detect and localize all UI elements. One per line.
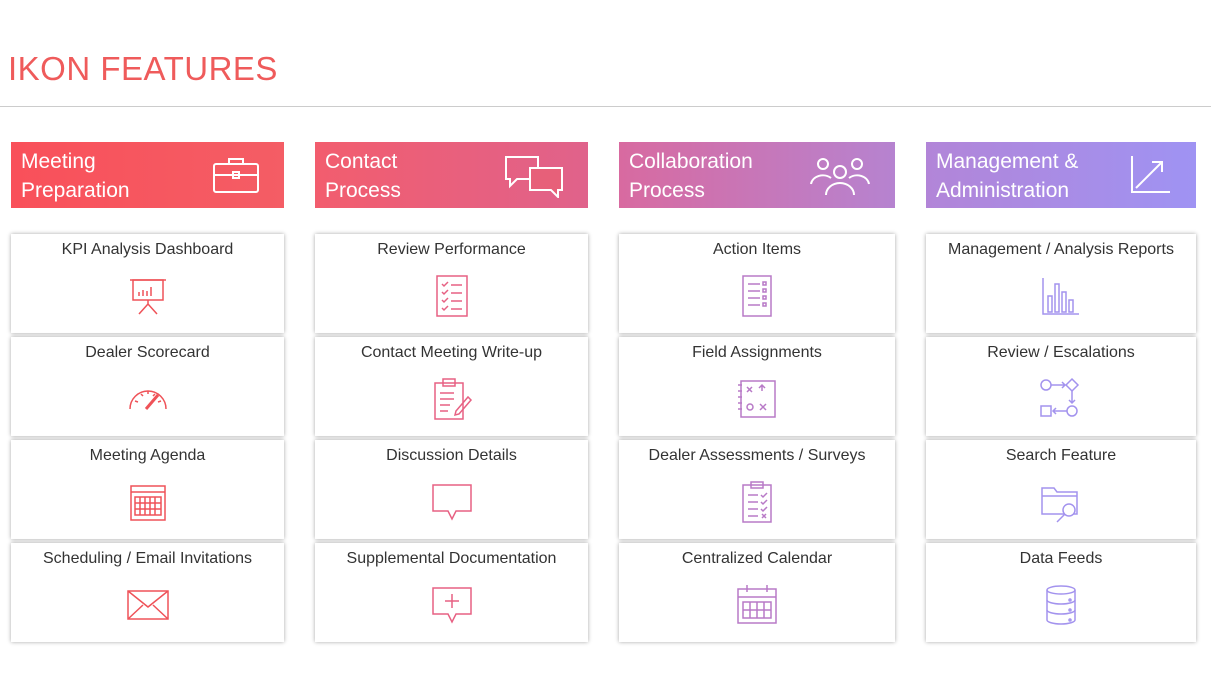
feature-card[interactable]: Supplemental Documentation: [315, 543, 588, 642]
column-header-label: Collaboration Process: [629, 150, 753, 202]
feature-label: Review Performance: [377, 241, 526, 258]
add-comment-icon: [430, 583, 474, 627]
speech-bubble-icon: [430, 480, 474, 524]
feature-label: Search Feature: [1005, 447, 1117, 464]
feature-label: Centralized Calendar: [681, 550, 833, 567]
feature-card[interactable]: Dealer Scorecard: [11, 337, 284, 436]
people-group-icon: [810, 154, 871, 196]
column-header-label: Contact Process: [325, 150, 401, 202]
calendar-icon: [735, 583, 779, 627]
page-title: IKON FEATURES: [8, 50, 278, 87]
column-header-label: Meeting Preparation: [21, 150, 130, 202]
feature-card[interactable]: Contact Meeting Write-up: [315, 337, 588, 436]
feature-card[interactable]: Meeting Agenda: [11, 440, 284, 539]
clipboard-pen-icon: [430, 377, 474, 421]
feature-label: Meeting Agenda: [89, 447, 206, 464]
column-collaboration-process: Collaboration Process Action Items: [619, 142, 895, 642]
feature-card[interactable]: Field Assignments: [619, 337, 895, 436]
column-header[interactable]: Management & Administration: [926, 142, 1196, 208]
chat-bubbles-icon: [505, 154, 564, 198]
feature-card[interactable]: Discussion Details: [315, 440, 588, 539]
workflow-icon: [1039, 377, 1083, 421]
feature-label: Supplemental Documentation: [346, 550, 557, 567]
trend-arrow-icon: [1124, 154, 1172, 196]
feature-card[interactable]: Data Feeds: [926, 543, 1196, 642]
feature-card[interactable]: Review Performance: [315, 234, 588, 333]
feature-card[interactable]: Search Feature: [926, 440, 1196, 539]
feature-card[interactable]: Dealer Assessments / Surveys: [619, 440, 895, 539]
feature-label: Discussion Details: [386, 447, 517, 464]
feature-label: Field Assignments: [692, 344, 822, 361]
column-header[interactable]: Contact Process: [315, 142, 588, 208]
folder-search-icon: [1039, 480, 1083, 524]
feature-card[interactable]: Review / Escalations: [926, 337, 1196, 436]
column-header-label: Management & Administration: [936, 150, 1079, 202]
column-header[interactable]: Meeting Preparation: [11, 142, 284, 208]
database-icon: [1039, 583, 1083, 627]
feature-label: KPI Analysis Dashboard: [61, 241, 234, 258]
envelope-icon: [126, 583, 170, 627]
clipboard-checklist-icon: [735, 480, 779, 524]
feature-card[interactable]: Action Items: [619, 234, 895, 333]
document-list-icon: [735, 274, 779, 318]
bar-chart-icon: [1039, 274, 1083, 318]
speedometer-icon: [126, 377, 170, 421]
calendar-grid-icon: [126, 480, 170, 524]
column-management-administration: Management & Administration Management /…: [926, 142, 1196, 642]
feature-label: Contact Meeting Write-up: [360, 344, 543, 361]
feature-label: Dealer Scorecard: [85, 344, 210, 361]
briefcase-icon: [212, 154, 260, 196]
checklist-icon: [430, 274, 474, 318]
play-strategy-icon: [735, 377, 779, 421]
column-contact-process: Contact Process Review Performance Conta…: [315, 142, 588, 642]
column-meeting-preparation: Meeting Preparation KPI Analysis Dashboa…: [11, 142, 284, 642]
column-header[interactable]: Collaboration Process: [619, 142, 895, 208]
feature-card[interactable]: Scheduling / Email Invitations: [11, 543, 284, 642]
feature-label: Action Items: [712, 241, 802, 258]
feature-card[interactable]: Management / Analysis Reports: [926, 234, 1196, 333]
feature-label: Review / Escalations: [987, 344, 1135, 361]
feature-label: Dealer Assessments / Surveys: [648, 447, 866, 464]
feature-card[interactable]: Centralized Calendar: [619, 543, 895, 642]
presentation-chart-icon: [126, 274, 170, 318]
feature-label: Scheduling / Email Invitations: [43, 550, 252, 567]
feature-label: Management / Analysis Reports: [948, 241, 1174, 258]
feature-card[interactable]: KPI Analysis Dashboard: [11, 234, 284, 333]
feature-label: Data Feeds: [1019, 550, 1103, 567]
title-divider: [0, 106, 1211, 107]
